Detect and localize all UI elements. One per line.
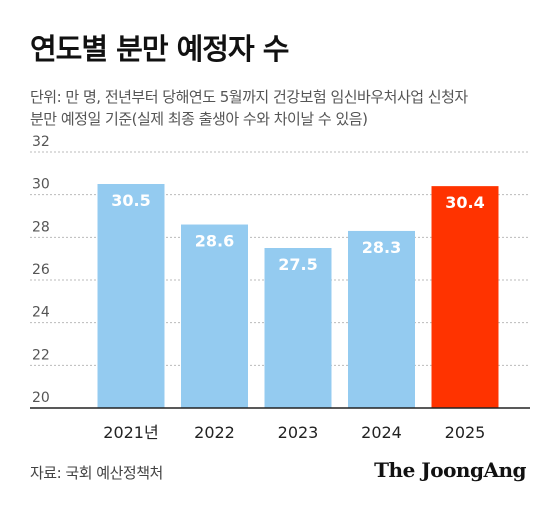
subtitle-line-1: 단위: 만 명, 전년부터 당해연도 5월까지 건강보험 임신바우처사업 신청자 <box>30 88 468 106</box>
bar-value-label: 30.4 <box>445 193 484 212</box>
chart-title: 연도별 분만 예정자 수 <box>30 32 289 66</box>
y-tick-label: 20 <box>32 390 50 406</box>
x-tick-label: 2022 <box>194 423 235 442</box>
chart-subtitle: 단위: 만 명, 전년부터 당해연도 5월까지 건강보험 임신바우처사업 신청자… <box>30 86 545 130</box>
subtitle-line-2: 분만 예정일 기준(실제 최종 출생아 수와 차이날 수 있음) <box>30 110 368 128</box>
bar-value-label: 28.6 <box>195 232 234 251</box>
y-tick-label: 32 <box>32 134 50 150</box>
bar-value-label: 30.5 <box>111 191 150 210</box>
bar <box>431 186 499 408</box>
y-tick-label: 30 <box>32 177 50 193</box>
bar <box>181 224 248 408</box>
x-tick-label: 2025 <box>445 423 486 442</box>
y-tick-label: 24 <box>32 305 50 321</box>
x-tick-label: 2024 <box>361 423 402 442</box>
x-tick-label: 2023 <box>278 423 319 442</box>
y-tick-label: 28 <box>32 219 50 235</box>
bar-value-label: 27.5 <box>278 255 317 274</box>
bar <box>264 248 332 408</box>
x-tick-label: 2021년 <box>103 423 158 442</box>
bar <box>348 230 415 408</box>
publisher-logo: The JoongAng <box>374 458 526 482</box>
bar-value-label: 28.3 <box>362 238 401 257</box>
y-tick-label: 22 <box>32 347 50 363</box>
bar <box>97 184 165 408</box>
source-note: 자료: 국회 예산정책처 <box>30 464 163 482</box>
y-tick-label: 26 <box>32 262 50 278</box>
